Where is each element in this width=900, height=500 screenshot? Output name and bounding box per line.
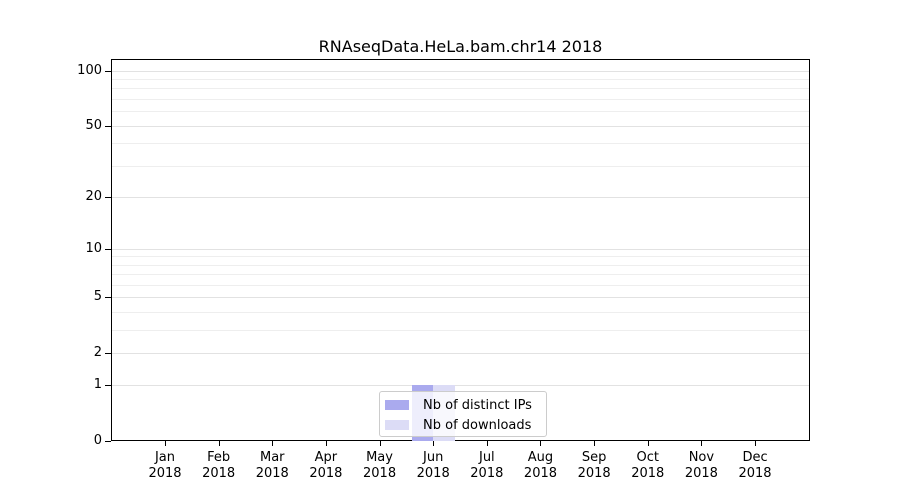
x-tick-mark [379, 441, 381, 446]
x-tick-mark [540, 441, 542, 446]
x-tick-label: Sep 2018 [577, 450, 611, 481]
y-tick-label: 50 [85, 117, 102, 133]
y-tick-label: 1 [93, 377, 102, 393]
y-tick-mark [105, 70, 111, 72]
x-tick-mark [647, 441, 649, 446]
y-tick-mark [105, 441, 111, 442]
minor-gridline [112, 111, 809, 113]
major-gridline [112, 297, 809, 299]
y-tick-mark [105, 297, 111, 299]
legend-item-distinct-ips: Nb of distinct IPs [385, 395, 540, 415]
y-tick-label: 10 [85, 240, 102, 256]
y-tick-mark [105, 248, 111, 250]
legend-label-distinct-ips: Nb of distinct IPs [423, 397, 532, 413]
minor-gridline [112, 99, 809, 101]
minor-gridline [112, 165, 809, 167]
y-tick-label: 5 [93, 289, 102, 305]
minor-gridline [112, 264, 809, 266]
chart-title: RNAseqData.HeLa.bam.chr14 2018 [318, 37, 603, 56]
legend-label-downloads: Nb of downloads [423, 417, 532, 433]
legend-swatch-distinct-ips-icon [385, 400, 409, 410]
x-tick-label: Apr 2018 [309, 450, 343, 481]
x-tick-mark [486, 441, 488, 446]
minor-gridline [112, 311, 809, 313]
plot-area [111, 59, 810, 441]
x-tick-mark [218, 441, 220, 446]
x-tick-mark [755, 441, 757, 446]
legend-swatch-downloads-icon [385, 420, 409, 430]
x-tick-label: Jul 2018 [470, 450, 504, 481]
y-tick-label: 2 [93, 344, 102, 360]
x-tick-mark [594, 441, 596, 446]
major-gridline [112, 70, 809, 72]
minor-gridline [112, 79, 809, 81]
x-tick-label: Aug 2018 [523, 450, 558, 481]
minor-gridline [112, 88, 809, 90]
y-tick-mark [105, 352, 111, 354]
minor-gridline [112, 329, 809, 331]
y-tick-mark [105, 196, 111, 198]
major-gridline [112, 248, 809, 250]
y-tick-mark [105, 385, 111, 387]
y-tick-mark [105, 125, 111, 127]
minor-gridline [112, 256, 809, 258]
x-tick-label: Dec 2018 [738, 450, 772, 481]
minor-gridline [112, 274, 809, 276]
x-tick-label: May 2018 [363, 450, 397, 481]
x-tick-mark [165, 441, 166, 446]
major-gridline [112, 385, 809, 387]
x-tick-label: Jan 2018 [148, 450, 182, 481]
major-gridline [112, 125, 809, 127]
x-tick-mark [701, 441, 703, 446]
major-gridline [112, 196, 809, 198]
minor-gridline [112, 143, 809, 145]
major-gridline [112, 352, 809, 354]
legend-item-downloads: Nb of downloads [385, 415, 540, 435]
x-tick-label: Nov 2018 [684, 450, 718, 481]
y-tick-label: 100 [77, 62, 102, 78]
x-tick-mark [433, 441, 435, 446]
x-tick-mark [325, 441, 327, 446]
x-tick-label: Mar 2018 [255, 450, 289, 481]
x-tick-mark [272, 441, 274, 446]
y-tick-label: 20 [85, 188, 102, 204]
y-tick-label: 0 [93, 433, 102, 448]
x-tick-label: Feb 2018 [202, 450, 236, 481]
legend: Nb of distinct IPs Nb of downloads [379, 391, 547, 437]
x-tick-label: Oct 2018 [631, 450, 665, 481]
minor-gridline [112, 284, 809, 286]
x-tick-label: Jun 2018 [416, 450, 450, 481]
